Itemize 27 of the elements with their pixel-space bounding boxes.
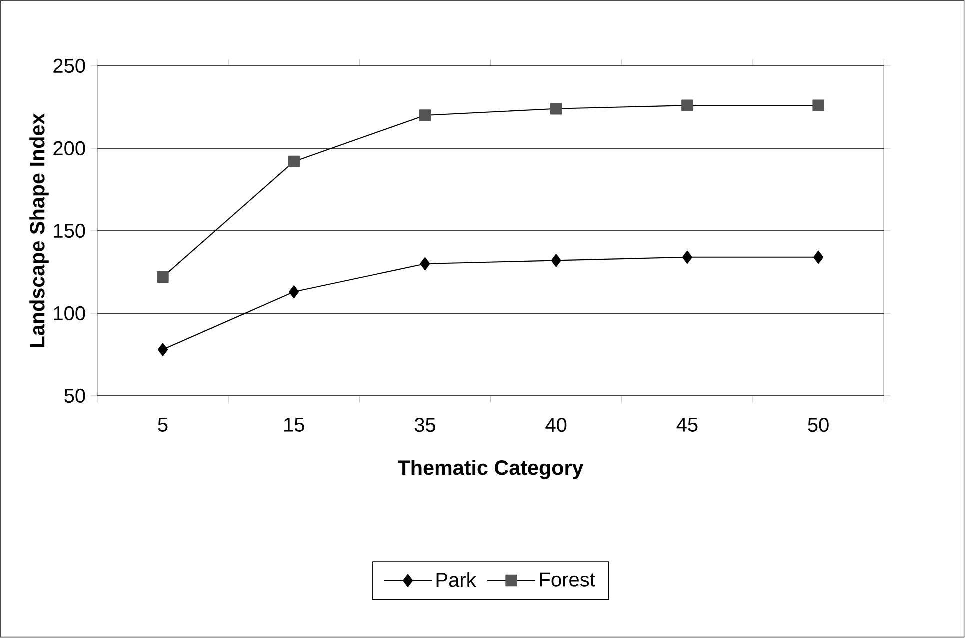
point	[814, 250, 824, 264]
y-tick-label: 50	[64, 388, 86, 404]
point	[550, 103, 562, 115]
point	[419, 110, 432, 122]
x-tick-label: 40	[546, 418, 567, 432]
point	[682, 100, 694, 112]
x-axis-title: Thematic Category	[398, 460, 584, 480]
point	[288, 156, 300, 168]
y-axis-title: Landscape Shape Index	[30, 113, 49, 348]
point	[158, 343, 168, 356]
point	[289, 286, 300, 299]
point	[551, 254, 562, 268]
point	[157, 271, 169, 284]
x-tick-label: 35	[414, 418, 436, 432]
x-tick-label: 5	[158, 418, 168, 432]
x-tick-label: 15	[284, 418, 304, 432]
point	[812, 100, 824, 112]
y-tick-label: 250	[54, 58, 86, 74]
point	[420, 257, 430, 271]
y-tick-label: 150	[54, 224, 86, 238]
point	[682, 250, 692, 264]
x-tick-label: 45	[676, 418, 698, 432]
legend-label: Park	[436, 572, 476, 588]
x-tick-label: 50	[808, 418, 829, 432]
y-tick-label: 200	[54, 141, 86, 156]
y-tick-label: 100	[54, 306, 86, 321]
legend-label: Forest	[540, 572, 596, 587]
